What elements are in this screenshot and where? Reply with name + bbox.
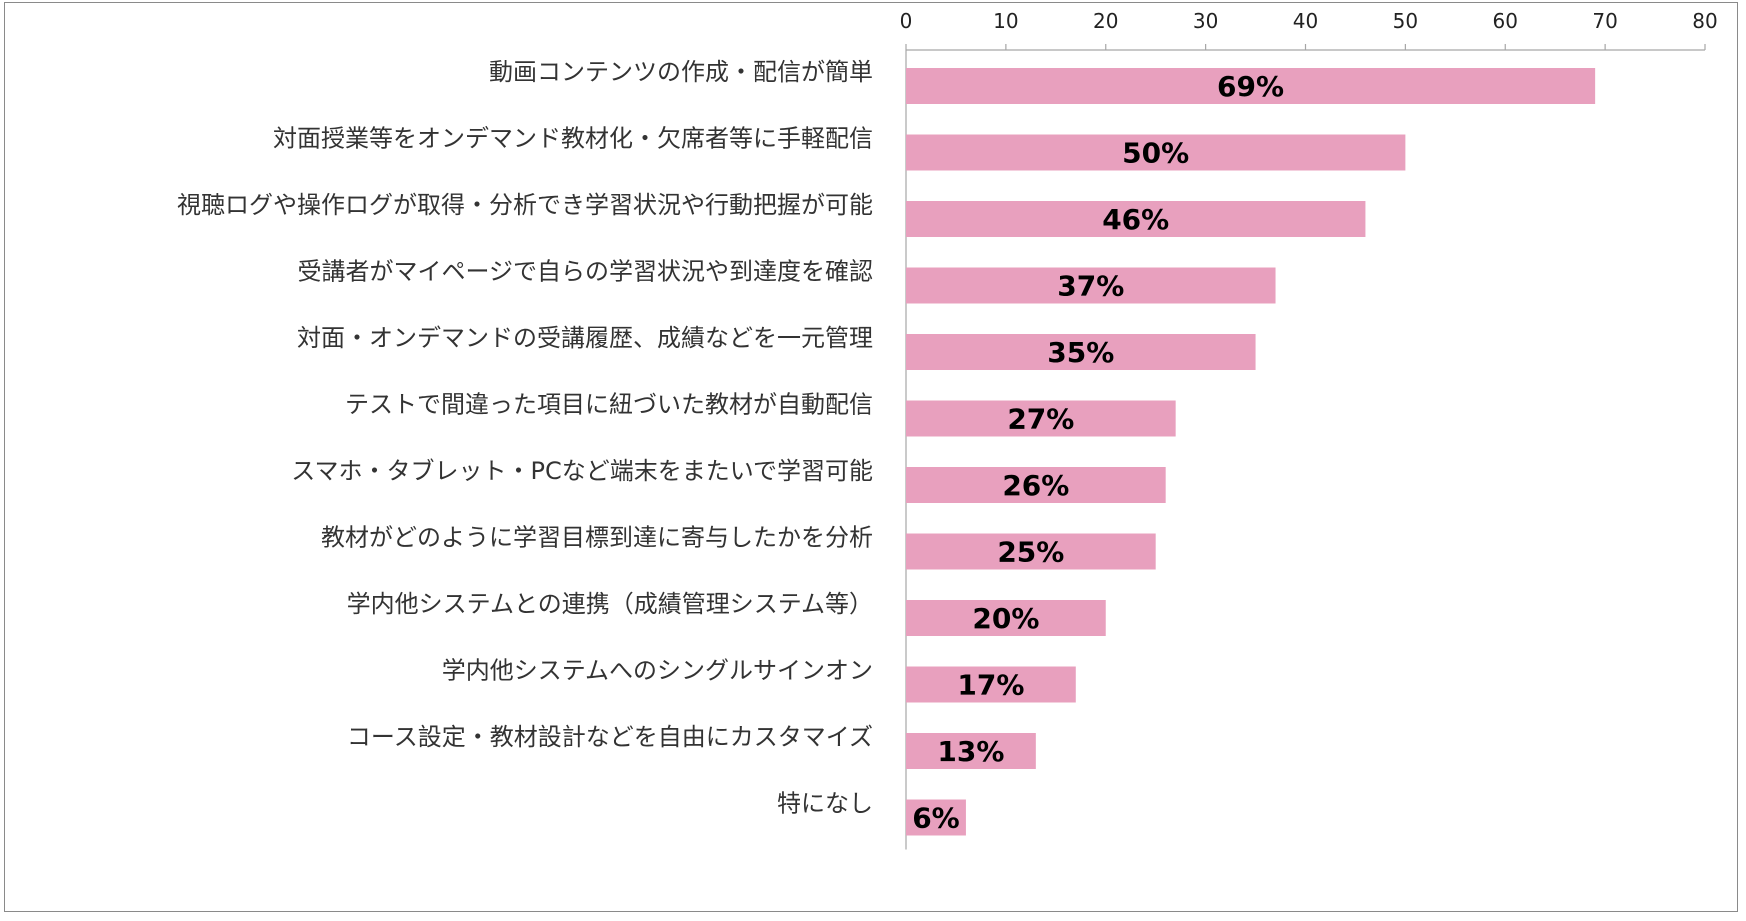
- data-label: 17%: [957, 669, 1024, 702]
- category-label: 対面・オンデマンドの受講履歴、成績などを一元管理: [297, 324, 873, 352]
- bar: [906, 334, 1256, 370]
- data-label: 13%: [937, 735, 1004, 768]
- bar: [906, 467, 1166, 503]
- x-tick-label: 20: [1093, 9, 1118, 33]
- bar: [906, 666, 1076, 703]
- bar: [906, 600, 1106, 636]
- x-axis: 0 10 20 30 40 50 60 70 80: [900, 9, 1718, 850]
- category-label: 受講者がマイページで自らの学習状況や到達度を確認: [297, 258, 873, 286]
- x-tick-label: 50: [1393, 9, 1418, 33]
- data-label: 35%: [1047, 336, 1114, 369]
- category-label: 視聴ログや操作ログが取得・分析でき学習状況や行動把握が可能: [177, 191, 873, 219]
- category-label: 対面授業等をオンデマンド教材化・欠席者等に手軽配信: [273, 125, 873, 153]
- data-label: 20%: [972, 602, 1039, 635]
- bar: [906, 533, 1156, 570]
- data-label: 37%: [1057, 270, 1124, 303]
- data-label: 50%: [1122, 137, 1189, 170]
- bar: [906, 799, 966, 836]
- chart-frame: [4, 2, 1738, 912]
- x-tick-label: 30: [1193, 9, 1218, 33]
- category-label: 学内他システムとの連携（成績管理システム等）: [347, 590, 873, 618]
- category-label: テストで間違った項目に紐づいた教材が自動配信: [345, 391, 873, 419]
- x-tick-label: 10: [993, 9, 1018, 33]
- bar: [906, 134, 1406, 171]
- category-labels: 動画コンテンツの作成・配信が簡単対面授業等をオンデマンド教材化・欠席者等に手軽配…: [177, 58, 873, 818]
- x-tick-label: 40: [1293, 9, 1318, 33]
- bar: [906, 201, 1366, 237]
- data-label: 27%: [1007, 403, 1074, 436]
- category-label: 学内他システムへのシングルサインオン: [442, 657, 873, 685]
- bar: [906, 267, 1276, 304]
- x-tick-label: 70: [1592, 9, 1617, 33]
- x-tick-label: 60: [1493, 9, 1518, 33]
- data-label: 25%: [997, 536, 1064, 569]
- category-label: 動画コンテンツの作成・配信が簡単: [489, 58, 873, 86]
- category-label: 特になし: [777, 790, 873, 818]
- category-label: 教材がどのように学習目標到達に寄与したかを分析: [321, 524, 873, 552]
- category-label: スマホ・タブレット・PCなど端末をまたいで学習可能: [291, 457, 873, 485]
- x-tick-label: 0: [900, 9, 913, 33]
- category-label: コース設定・教材設計などを自由にカスタマイズ: [347, 723, 873, 751]
- data-label: 26%: [1002, 469, 1069, 502]
- bar: [906, 68, 1596, 104]
- bar: [906, 400, 1176, 437]
- data-label: 6%: [912, 802, 960, 835]
- data-label: 46%: [1102, 203, 1169, 236]
- data-label: 69%: [1217, 70, 1284, 103]
- x-tick-label: 80: [1692, 9, 1717, 33]
- bar: [906, 733, 1036, 769]
- bars: 69% 50% 46% 37% 35% 27% 26% 25% 20% 17% 13% 6%: [906, 68, 1596, 836]
